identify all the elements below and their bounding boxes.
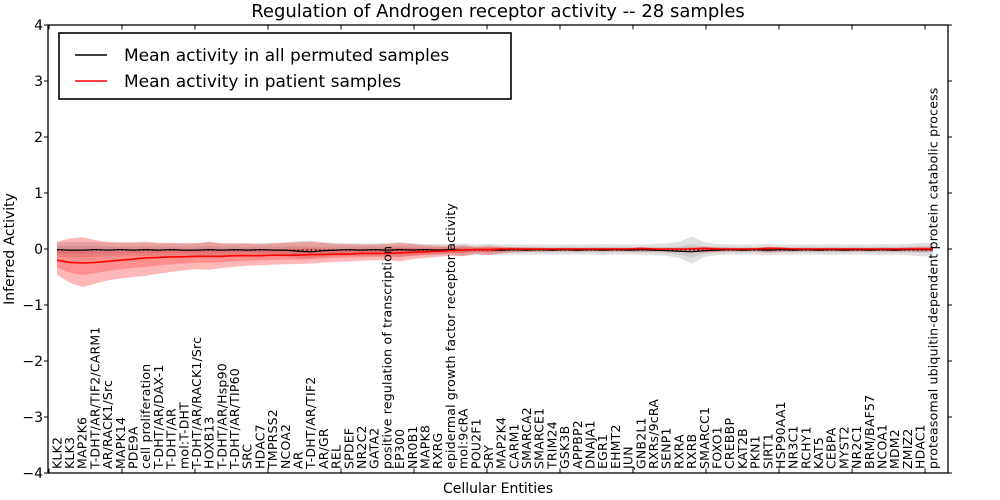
x-category-label: NR2C1 (849, 425, 864, 469)
x-category-label: MAP2K6 (75, 417, 90, 469)
x-category-label: EP300 (392, 429, 407, 469)
band-inner-series-0 (57, 244, 933, 258)
x-category-label: REL (329, 445, 344, 469)
x-category-label: T-DHT/AR/DAX-1 (151, 365, 166, 470)
x-category-label: EGR1 (595, 434, 610, 469)
x-category-label: POU2F1 (468, 418, 483, 469)
y-tick-label: 4 (34, 18, 43, 34)
x-category-label: EHMT2 (608, 424, 623, 469)
x-category-label: RXRs/9cRA (646, 399, 661, 469)
x-category-label: SMARCE1 (532, 408, 547, 469)
x-category-label: AR/RACK1/Src (100, 380, 115, 469)
x-category-label: MAPK8 (417, 425, 432, 469)
x-category-label: RCHY1 (798, 426, 813, 469)
y-tick-label: 0 (34, 242, 43, 258)
x-category-label: SPDEF (341, 428, 356, 469)
x-category-label: KAT5 (811, 437, 826, 469)
x-category-label: cell proliferation (138, 364, 153, 469)
x-category-label: HDAC1 (913, 424, 928, 469)
x-category-label: RXRG (430, 433, 445, 469)
x-category-labels: KLK2KLK3MAP2K6T-DHT/AR/TIF2/CARM1AR/RACK… (49, 87, 940, 470)
y-axis-label: Inferred Activity (2, 193, 18, 305)
x-category-label: CEBPA (824, 427, 839, 469)
x-axis-label: Cellular Entities (443, 481, 553, 497)
x-category-label: TMPRSS2 (265, 409, 280, 470)
y-tick-label: 1 (34, 186, 43, 202)
chart-title: Regulation of Androgen receptor activity… (251, 1, 745, 22)
y-tick-label: 2 (34, 130, 43, 146)
x-category-label: T-DHT/AR/TIF2/CARM1 (87, 327, 102, 471)
x-category-label: HOXB13 (202, 416, 217, 469)
x-category-label: APPBP2 (570, 420, 585, 469)
x-category-label: SRY (481, 445, 496, 469)
y-tick-label: 3 (34, 74, 43, 90)
y-tick-label: −1 (22, 298, 43, 314)
x-category-label: SMARCA2 (519, 407, 534, 469)
x-category-label: epidermal growth factor receptor activit… (443, 203, 458, 469)
x-category-label: NR0B1 (405, 425, 420, 469)
x-category-label: RXRB (684, 434, 699, 469)
x-category-label: AR (291, 451, 306, 469)
plot-area (56, 236, 933, 288)
x-category-label: MAPK14 (113, 417, 128, 469)
x-category-label: mol:9cRA (456, 408, 471, 469)
x-category-label: NR2C2 (354, 425, 369, 469)
x-category-label: CARM1 (506, 423, 521, 469)
x-category-label: ZMIZ2 (900, 428, 915, 469)
legend: Mean activity in all permuted samples Me… (58, 32, 512, 100)
x-category-label: GSK3B (557, 426, 572, 469)
legend-label-patient-samples: Mean activity in patient samples (124, 72, 401, 92)
x-category-label: T-DHT/AR/TIF2 (303, 377, 318, 470)
x-category-label: KLK2 (49, 437, 64, 469)
x-category-label: T-DHT/AR/RACK1/Src (189, 337, 204, 470)
x-category-label: NCOA2 (278, 424, 293, 469)
x-category-label: SIRT1 (760, 433, 775, 469)
x-category-label: T-DHT/AR/Hsp90 (214, 363, 229, 470)
x-category-label: proteasomal ubiquitin-dependent protein … (925, 87, 940, 469)
legend-box (58, 32, 512, 100)
x-category-label: PDE9A (125, 426, 140, 469)
x-category-label: NCOA1 (875, 424, 890, 469)
x-category-label: GNB2L1 (633, 417, 648, 469)
x-category-label: SENP1 (659, 427, 674, 469)
x-category-label: HDAC7 (252, 424, 267, 469)
x-category-label: KAT2B (735, 428, 750, 469)
axis-ticks (44, 24, 952, 474)
x-category-label: T-DHT/AR (164, 408, 179, 470)
series-line-patient (56, 247, 933, 264)
x-category-label: AR/GR (316, 428, 331, 469)
x-category-label: NR3C1 (786, 425, 801, 469)
y-tick-label: −3 (22, 410, 43, 426)
x-category-label: positive regulation of transcription (379, 246, 394, 469)
y-tick-label: −4 (22, 466, 43, 482)
x-category-label: MYST2 (836, 426, 851, 469)
x-category-label: FOXO1 (709, 426, 724, 469)
x-category-label: RXRA (671, 434, 686, 469)
x-category-label: KLK3 (62, 437, 77, 469)
x-category-label: T-DHT/AR/TIP60 (227, 368, 242, 470)
x-category-label: MAP2K4 (494, 417, 509, 469)
x-category-label: BRM/BAF57 (862, 395, 877, 469)
x-category-label: CREBBP (722, 418, 737, 469)
x-category-label: mol:T-DHT (176, 402, 191, 469)
y-tick-label: −2 (22, 354, 43, 370)
x-category-label: SMARCC1 (697, 407, 712, 469)
x-category-label: PKN1 (748, 435, 763, 469)
legend-label-permuted-samples: Mean activity in all permuted samples (124, 46, 449, 66)
x-category-label: DNAJA1 (583, 420, 598, 469)
x-category-label: GATA2 (367, 428, 382, 469)
x-category-label: TRIM24 (544, 421, 559, 470)
y-tick-labels: 4 3 2 1 0 −1 −2 −3 −4 (22, 18, 43, 482)
x-category-label: MDM2 (887, 429, 902, 469)
x-category-label: SRC (240, 444, 255, 469)
x-category-label: HSP90AA1 (773, 401, 788, 469)
x-category-label: JUN (621, 446, 636, 470)
